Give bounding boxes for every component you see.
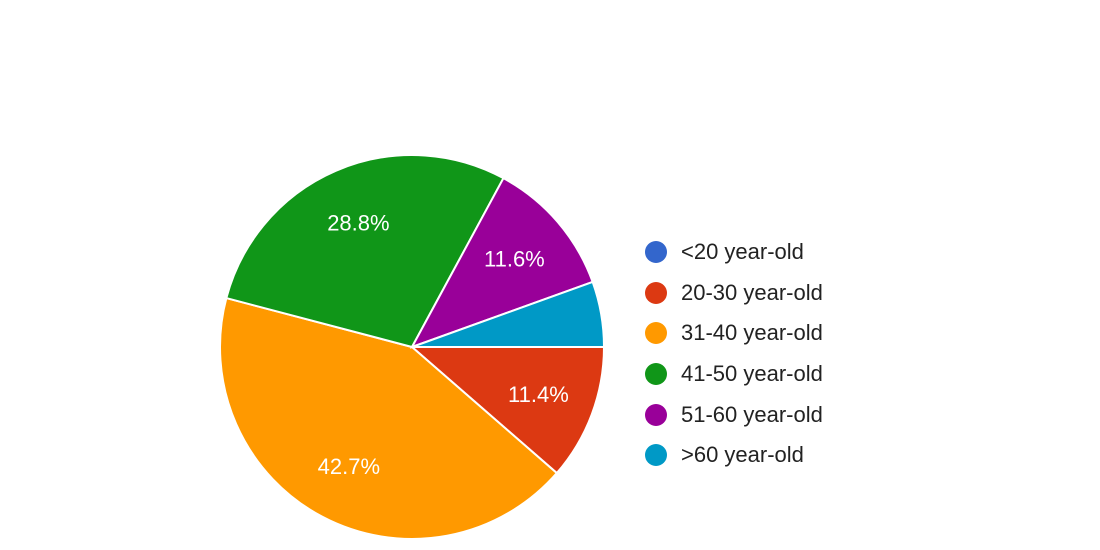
legend-swatch: [645, 444, 667, 467]
legend-label: 51-60 year-old: [681, 401, 823, 427]
legend-item-51-60-year-old: 51-60 year-old: [645, 394, 823, 435]
pie-slice-20-30-year-old: [409, 346, 606, 475]
legend-label: >60 year-old: [681, 442, 804, 468]
data-label-20-30-year-old: 11.4%: [508, 382, 569, 407]
legend-swatch: [645, 363, 667, 386]
legend-swatch: [645, 241, 667, 264]
legend: <20 year-old 20-30 year-old 31-40 year-old…: [645, 232, 823, 476]
legend-item-41-50-year-old: 41-50 year-old: [645, 354, 823, 395]
pie-slice-41-50-year-old: [225, 154, 505, 349]
pie-slices: [219, 154, 606, 540]
data-label-51-60-year-old: 11.6%: [484, 247, 545, 272]
data-label-41-50-year-old: 28.8%: [327, 211, 389, 236]
pie-slice-51-60-year-old: [409, 176, 594, 349]
legend-swatch: [645, 322, 667, 345]
legend-label: 31-40 year-old: [681, 320, 823, 346]
pie-slice-31-40-year-old: [219, 296, 559, 540]
data-label-31-40-year-old: 42.7%: [318, 454, 380, 479]
legend-swatch: [645, 281, 667, 304]
legend-swatch: [645, 403, 667, 426]
legend-label: 41-50 year-old: [681, 361, 823, 387]
legend-label: 20-30 year-old: [681, 279, 823, 305]
pie-data-labels: 11.4% 42.7% 28.8% 11.6%: [318, 211, 569, 479]
legend-item-20-year-old: <20 year-old: [645, 232, 823, 273]
legend-item-20-30-year-old: 20-30 year-old: [645, 273, 823, 314]
pie-slice-60-year-old: [411, 280, 606, 348]
legend-label: <20 year-old: [681, 239, 804, 265]
legend-item-60-year-old: >60 year-old: [645, 435, 823, 476]
legend-item-31-40-year-old: 31-40 year-old: [645, 313, 823, 354]
